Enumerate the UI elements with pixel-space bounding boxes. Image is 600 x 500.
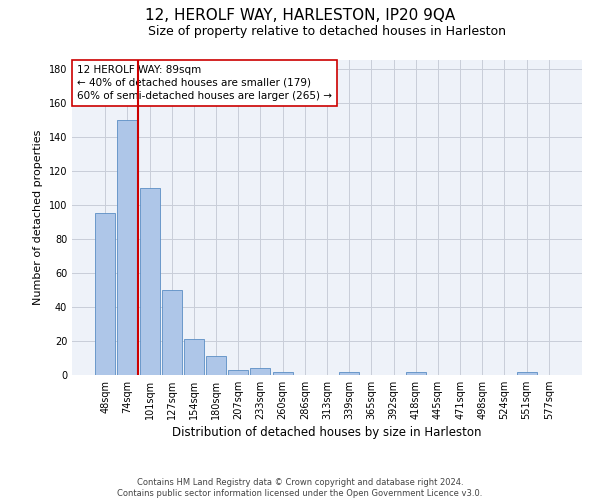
Bar xyxy=(140,188,160,375)
Bar xyxy=(406,372,426,375)
Bar xyxy=(162,290,182,375)
Bar xyxy=(228,370,248,375)
Bar xyxy=(250,368,271,375)
Bar xyxy=(184,339,204,375)
Text: 12 HEROLF WAY: 89sqm
← 40% of detached houses are smaller (179)
60% of semi-deta: 12 HEROLF WAY: 89sqm ← 40% of detached h… xyxy=(77,64,332,101)
Bar xyxy=(517,372,536,375)
X-axis label: Distribution of detached houses by size in Harleston: Distribution of detached houses by size … xyxy=(172,426,482,440)
Bar xyxy=(95,213,115,375)
Bar xyxy=(272,372,293,375)
Bar xyxy=(339,372,359,375)
Text: 12, HEROLF WAY, HARLESTON, IP20 9QA: 12, HEROLF WAY, HARLESTON, IP20 9QA xyxy=(145,8,455,22)
Bar xyxy=(206,356,226,375)
Y-axis label: Number of detached properties: Number of detached properties xyxy=(33,130,43,305)
Text: Contains HM Land Registry data © Crown copyright and database right 2024.
Contai: Contains HM Land Registry data © Crown c… xyxy=(118,478,482,498)
Title: Size of property relative to detached houses in Harleston: Size of property relative to detached ho… xyxy=(148,25,506,38)
Bar xyxy=(118,120,137,375)
